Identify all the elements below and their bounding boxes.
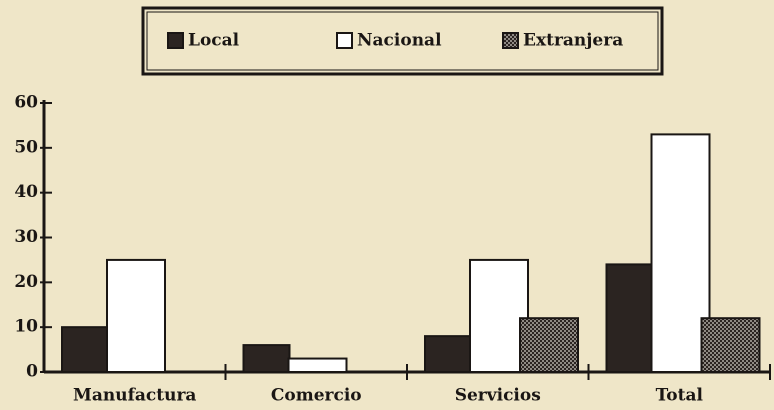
bar: [106, 258, 166, 373]
x-tick-label: Manufactura: [73, 386, 196, 406]
bar: [242, 344, 291, 374]
legend-box-inner: [146, 11, 659, 71]
legend-swatch: [502, 32, 519, 49]
bar: [61, 326, 109, 373]
legend-swatch: [167, 32, 184, 49]
x-tick-label: Comercio: [271, 386, 362, 406]
legend-label: Nacional: [357, 31, 442, 51]
y-tick-label: 60: [14, 93, 38, 113]
legend-box: [141, 6, 664, 76]
bar: [287, 357, 348, 373]
legend-label: Local: [188, 31, 240, 51]
x-tick-label: Servicios: [455, 386, 541, 406]
legend-label: Extranjera: [523, 31, 623, 51]
y-tick-label: 30: [14, 227, 38, 247]
legend-swatch: [336, 32, 353, 49]
y-tick-label: 0: [26, 362, 38, 382]
x-tick-label: Total: [656, 386, 704, 406]
y-tick-label: 50: [14, 137, 38, 157]
bar: [650, 133, 711, 373]
y-tick-label: 10: [14, 317, 38, 337]
bar: [424, 335, 472, 373]
bar: [700, 317, 761, 374]
bar: [605, 263, 654, 373]
bar: [519, 317, 579, 374]
y-tick-label: 40: [14, 182, 38, 202]
y-tick-label: 20: [14, 272, 38, 292]
bar: [469, 258, 529, 373]
